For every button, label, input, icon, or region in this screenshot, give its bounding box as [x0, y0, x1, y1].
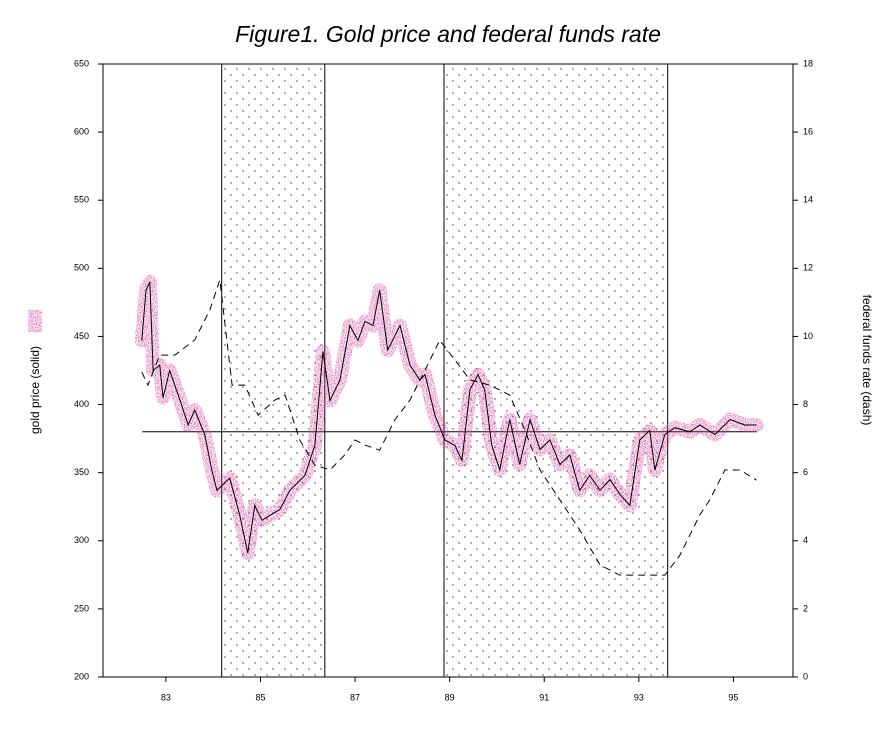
x-tick-label: 91 — [539, 692, 549, 702]
y2-tick-label: 4 — [803, 535, 808, 545]
y-tick-label: 550 — [74, 195, 89, 205]
y-tick-label: 500 — [74, 263, 89, 273]
y2-axis-title: federal funds rate (dash) — [860, 295, 874, 426]
chart-title: Figure1. Gold price and federal funds ra… — [235, 21, 661, 47]
x-tick-label: 95 — [728, 692, 738, 702]
y2-tick-label: 2 — [803, 603, 808, 613]
y-tick-label: 600 — [74, 126, 89, 136]
y2-tick-label: 10 — [803, 331, 813, 341]
y2-tick-label: 14 — [803, 195, 813, 205]
y2-tick-label: 12 — [803, 263, 813, 273]
x-tick-label: 93 — [634, 692, 644, 702]
legend-swatch — [28, 310, 42, 332]
y-tick-label: 350 — [74, 467, 89, 477]
y2-tick-label: 6 — [803, 467, 808, 477]
plot-area — [102, 63, 794, 678]
y-axis-title: gold price (solid) — [28, 346, 42, 434]
plot-frame — [102, 63, 794, 678]
x-tick-label: 85 — [255, 692, 265, 702]
y-tick-label: 300 — [74, 535, 89, 545]
y2-tick-label: 16 — [803, 126, 813, 136]
series-line — [141, 281, 757, 554]
shaded-period — [221, 64, 325, 677]
y2-tick-label: 0 — [803, 671, 808, 681]
series-line — [141, 279, 757, 576]
y-tick-label: 400 — [74, 399, 89, 409]
y2-tick-label: 8 — [803, 399, 808, 409]
x-tick-label: 87 — [350, 692, 360, 702]
y-tick-label: 200 — [74, 671, 89, 681]
y-axis-title-group: gold price (solid) — [28, 310, 42, 434]
y-tick-label: 650 — [74, 58, 89, 68]
y2-tick-label: 18 — [803, 58, 813, 68]
x-tick-label: 83 — [161, 692, 171, 702]
y-tick-label: 250 — [74, 603, 89, 613]
x-tick-label: 89 — [445, 692, 455, 702]
y-tick-label: 450 — [74, 331, 89, 341]
